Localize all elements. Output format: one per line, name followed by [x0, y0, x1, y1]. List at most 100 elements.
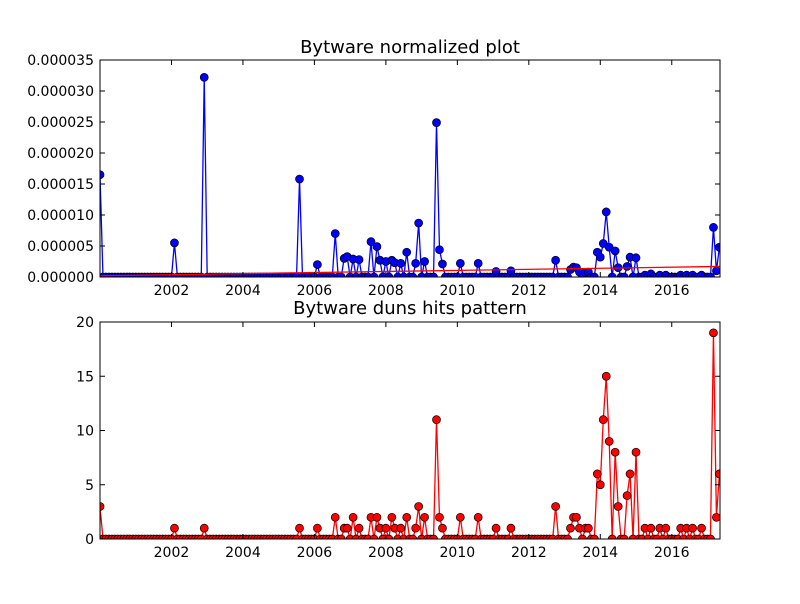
top-series-0-point — [170, 238, 179, 248]
top-x-tick-label: 2004 — [225, 283, 261, 299]
top-series-0-point — [607, 272, 617, 277]
top-series-0-point — [366, 237, 376, 247]
top-plot-title: Bytware normalized plot — [300, 37, 520, 58]
bottom-series-0-point — [295, 523, 304, 533]
bottom-series-0-point — [438, 523, 447, 533]
top-series-0-point — [438, 259, 447, 269]
top-series-0-point — [295, 174, 304, 184]
top-series-0-point — [563, 272, 572, 277]
bottom-plot-title: Bytware duns hits pattern — [293, 298, 527, 319]
top-y-tick-label: 0.000035 — [27, 53, 94, 69]
top-series-0-point — [619, 272, 629, 277]
top-series-0-point — [369, 272, 379, 277]
top-x-tick-label: 2002 — [154, 283, 190, 299]
top-y-tick-label: 0.000010 — [27, 208, 94, 224]
bottom-series-0-point — [313, 523, 322, 533]
bottom-series-0-point — [387, 512, 397, 522]
top-series-0-point — [622, 262, 632, 271]
bottom-series-0-point — [572, 512, 581, 522]
top-plot-marks — [100, 73, 720, 277]
bottom-y-tick-label: 15 — [76, 369, 94, 385]
bottom-series-0-point — [199, 523, 209, 533]
bottom-series-0-point — [414, 502, 423, 511]
bottom-y-tick-label: 0 — [85, 532, 94, 548]
bottom-x-tick-label: 2010 — [440, 545, 476, 561]
top-series-0-point — [384, 272, 394, 277]
bottom-plot-marks — [100, 328, 720, 539]
top-y-tick-label: 0.000030 — [27, 84, 94, 100]
bottom-series-0-point — [584, 523, 593, 533]
bottom-series-0-point — [631, 447, 641, 457]
top-series-0-point — [396, 259, 406, 268]
bottom-series-0-point — [429, 534, 438, 539]
bottom-plot-ticks: 2002 2004 2006 2008 2010 2012 2014 2016 0 5 10 15 20 — [76, 315, 720, 561]
top-plot-frame — [99, 59, 721, 278]
bottom-series-0-point — [589, 534, 599, 539]
bottom-series-0-point — [402, 512, 412, 522]
bottom-series-0-point — [408, 534, 418, 539]
bottom-series-0-point — [491, 523, 501, 533]
top-series-0-point — [354, 255, 364, 264]
bottom-series-0-point — [506, 523, 516, 533]
bottom-series-0-point — [610, 447, 620, 457]
bottom-series-0-point — [625, 469, 635, 479]
top-series-0-point — [589, 272, 599, 277]
bottom-series-0-point — [592, 469, 602, 479]
top-series-0-line — [100, 77, 720, 277]
top-series-0-point — [551, 255, 560, 265]
bottom-series-0-point — [435, 512, 444, 522]
top-series-0-point — [709, 223, 718, 232]
bottom-series-0-point — [336, 534, 346, 539]
bottom-series-0-point — [432, 415, 441, 424]
top-series-0-point — [455, 259, 465, 268]
bottom-series-0-point — [411, 523, 421, 533]
top-x-tick-label: 2010 — [440, 283, 476, 299]
bottom-plot-frame — [99, 321, 721, 540]
bottom-series-0-point — [595, 480, 605, 490]
bottom-series-0-point — [381, 523, 391, 533]
top-series-0-point — [313, 260, 322, 269]
bottom-series-0-point — [330, 512, 340, 522]
bottom-series-0-point — [646, 523, 656, 533]
top-series-0-point — [712, 266, 720, 276]
bottom-series-0-point — [384, 534, 394, 539]
bottom-plot: Bytware duns hits pattern 2002 2004 2006 20… — [76, 298, 721, 561]
top-series-0-point — [336, 272, 346, 277]
bottom-x-tick-label: 2008 — [368, 545, 404, 561]
bottom-series-0-point — [578, 534, 587, 539]
top-y-tick-label: 0.000005 — [27, 239, 94, 255]
bottom-x-tick-label: 2012 — [511, 545, 547, 561]
bottom-series-0-point — [712, 512, 720, 522]
bottom-series-0-point — [455, 512, 465, 522]
bottom-series-0-point — [566, 523, 575, 533]
top-series-0-point — [420, 257, 429, 266]
bottom-series-0-point — [420, 512, 429, 522]
top-series-0-point — [706, 272, 715, 277]
bottom-series-0-point — [601, 371, 611, 381]
top-series-0-point — [631, 253, 641, 263]
top-series-0-point — [100, 170, 105, 180]
bottom-series-0-point — [598, 415, 608, 424]
bottom-series-0-point — [613, 502, 623, 511]
top-series-0-point — [435, 245, 444, 255]
bottom-series-0-point — [607, 534, 617, 539]
bottom-series-0-point — [706, 534, 715, 539]
bottom-series-0-point — [709, 328, 718, 338]
bottom-series-0-point — [604, 437, 614, 446]
bottom-series-0-point — [551, 502, 560, 511]
top-series-0-point — [715, 242, 720, 252]
bottom-series-0-point — [715, 469, 720, 479]
bottom-series-0-point — [372, 512, 382, 522]
bottom-series-0-point — [348, 512, 358, 522]
top-y-tick-label: 0.000000 — [27, 270, 94, 286]
top-y-tick-label: 0.000015 — [27, 177, 94, 193]
bottom-series-0-point — [342, 523, 352, 533]
bottom-series-0-point — [170, 523, 179, 533]
top-y-tick-label: 0.000020 — [27, 146, 94, 162]
top-series-0-point — [402, 247, 412, 257]
bottom-series-0-point — [473, 512, 483, 522]
bottom-series-0-point — [563, 534, 572, 539]
top-series-0-point — [372, 242, 382, 251]
bottom-y-tick-label: 10 — [76, 424, 94, 440]
